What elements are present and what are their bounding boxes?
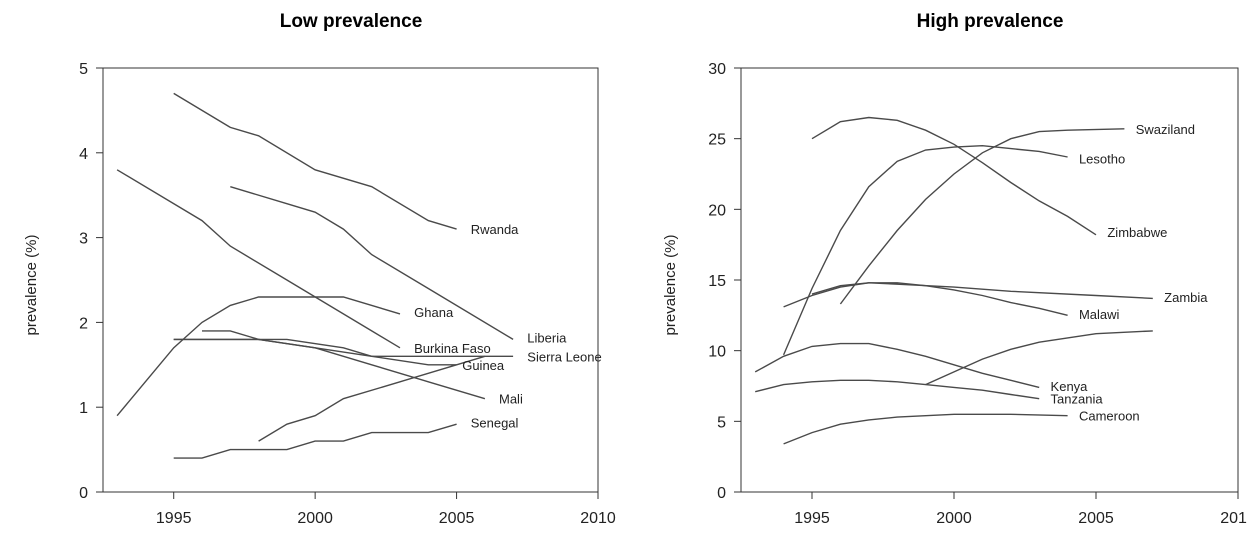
series-line-zimbabwe (811, 116, 1097, 236)
series-label: Burkina Faso (414, 341, 491, 356)
series-label: Rwanda (471, 222, 519, 237)
x-tick-label: 2000 (936, 510, 972, 527)
y-tick-label: 0 (717, 485, 726, 502)
y-tick-label: 0 (79, 485, 88, 502)
y-tick-label: 1 (79, 400, 88, 417)
series-label: Liberia (527, 331, 567, 346)
y-tick-label: 4 (79, 146, 88, 163)
series-label: Mali (499, 392, 523, 407)
series-label: Tanzania (1051, 392, 1104, 407)
series-line-senegal (173, 423, 457, 459)
y-tick-label: 10 (708, 344, 726, 361)
series-label: Guinea (462, 358, 505, 373)
x-tick-label: 1995 (794, 510, 830, 527)
y-tick-label: 3 (79, 231, 88, 248)
series-line-tanzania (755, 379, 1040, 400)
y-tick-label: 25 (708, 132, 726, 149)
x-tick-label: 2010 (1220, 510, 1247, 527)
plot-frame (102, 67, 599, 493)
series-line-burkina-faso (116, 169, 401, 349)
x-tick-label: 1995 (156, 510, 192, 527)
x-tick-label: 2000 (297, 510, 333, 527)
series-label: Zambia (1164, 290, 1208, 305)
series-line-lesotho (782, 144, 1068, 356)
series-label: Ghana (414, 305, 454, 320)
series-line-kenya (754, 342, 1040, 389)
plot-area: 1995 2000 2005 2010 0 1 2 3 4 5 Rwanda Ghana Liberia… (79, 61, 616, 527)
series-label: Senegal (471, 415, 519, 430)
series-label: Swaziland (1136, 122, 1195, 137)
series-line-unlabeled (258, 355, 486, 442)
series-label: Cameroon (1079, 409, 1140, 424)
chart-title: Low prevalence (280, 11, 423, 32)
y-axis-label: prevalence (%) (662, 235, 679, 336)
series-line-liberia (230, 186, 514, 341)
series-line-unlabeled (925, 330, 1153, 386)
x-tick-label: 2005 (439, 510, 475, 527)
series-line-rwanda (173, 92, 457, 230)
series-label: Zimbabwe (1107, 225, 1167, 240)
high-prevalence-panel: High prevalence prevalence (%) 1995 2000 2… (662, 11, 1247, 527)
x-tick-label: 2010 (580, 510, 616, 527)
y-tick-label: 30 (708, 61, 726, 78)
series-label: Malawi (1079, 307, 1120, 322)
series-line-malawi (811, 282, 1068, 316)
y-tick-label: 20 (708, 202, 726, 219)
series-line-guinea (173, 338, 457, 366)
series-line-mali (202, 330, 486, 400)
series-label: Kenya (1051, 379, 1089, 394)
series-line-cameroon (783, 413, 1068, 445)
y-tick-label: 5 (717, 414, 726, 431)
x-tick-label: 2005 (1078, 510, 1114, 527)
chart-title: High prevalence (917, 11, 1064, 32)
y-tick-label: 2 (79, 315, 88, 332)
y-axis-label: prevalence (%) (23, 235, 40, 336)
series-line-swaziland (839, 128, 1125, 305)
plot-area: 1995 2000 2005 2010 0 5 10 15 20 25 30 Swaziland Les… (708, 61, 1247, 527)
series-label: Lesotho (1079, 151, 1125, 166)
y-tick-label: 5 (79, 61, 88, 78)
low-prevalence-panel: Low prevalence prevalence (%) 1995 2000 20… (23, 11, 616, 527)
y-tick-label: 15 (708, 273, 726, 290)
series-line-zambia (783, 282, 1153, 308)
series-line-ghana (116, 296, 401, 417)
series-line-sierra-leone (173, 338, 514, 357)
series-label: Sierra Leone (527, 349, 601, 364)
